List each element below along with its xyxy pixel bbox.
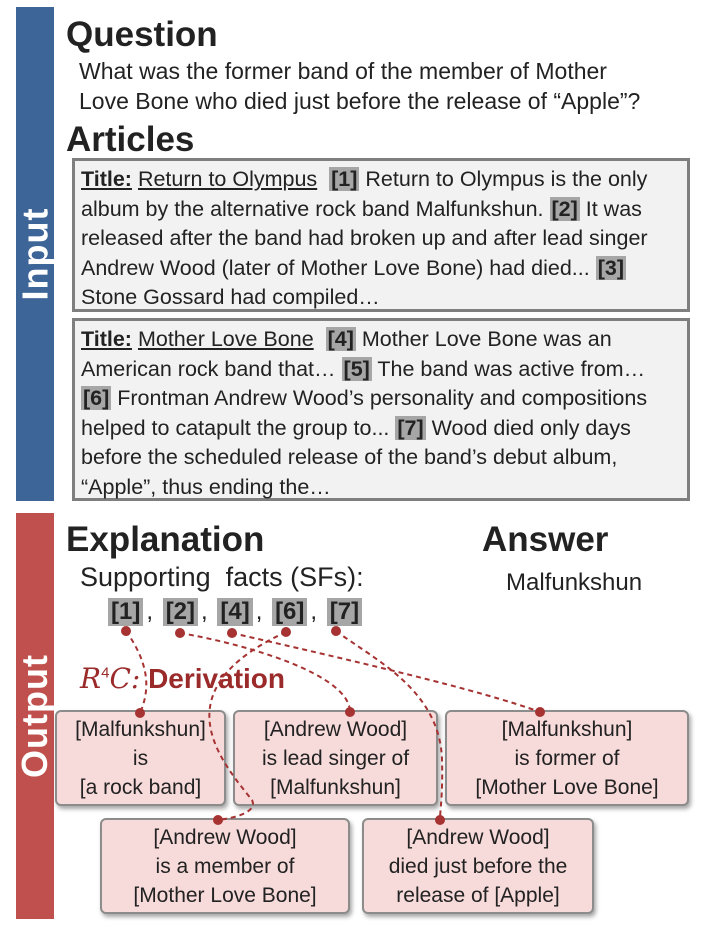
- article-title: Mother Love Bone: [137, 327, 314, 351]
- article-mother-love-bone: Title: Mother Love Bone [4] Mother Love …: [72, 318, 690, 501]
- node-line: is former of: [514, 746, 620, 770]
- sentence-text: Wood died only days before the scheduled…: [81, 415, 631, 499]
- sentence-ref: [1]: [329, 167, 360, 191]
- link-endpoint: [213, 815, 223, 825]
- link-endpoint: [331, 626, 341, 636]
- question-heading: Question: [66, 15, 218, 54]
- node-line: is lead singer of: [261, 746, 410, 770]
- link-endpoint: [435, 815, 445, 825]
- output-section-label: Output: [14, 513, 55, 919]
- sentence-text: Stone Gossard had compiled…: [81, 285, 380, 310]
- node-line: [Andrew Wood]: [406, 825, 550, 849]
- sentence-text: Mother Love Bone was an American rock ba…: [81, 327, 612, 381]
- answer-heading: Answer: [482, 520, 609, 559]
- r4c-suffix: C:: [109, 662, 141, 695]
- sentence-text: It was released after the band had broke…: [81, 196, 648, 280]
- r4c-sup: 4: [101, 664, 110, 682]
- node-line: died just before the: [388, 854, 568, 878]
- sf-tag-6: [6]: [272, 598, 308, 626]
- node-line: [Mother Love Bone]: [133, 883, 317, 907]
- article-title-prefix: Title:: [81, 327, 132, 351]
- sf-tag-2: [2]: [162, 598, 199, 626]
- node-line: release of [Apple]: [396, 883, 560, 907]
- sf-tag-1: [1]: [108, 598, 144, 626]
- sentence-text: The band was active from…: [377, 356, 646, 381]
- link-sf1-node0: [125, 630, 148, 714]
- link-endpoint: [135, 708, 145, 718]
- sentence-text: Frontman Andrew Wood’s personality and c…: [81, 386, 648, 440]
- explanation-heading: Explanation: [66, 520, 265, 559]
- node-line: [Malfunkshun]: [75, 717, 206, 741]
- link-endpoint: [535, 707, 545, 717]
- derivation-node-wood-member: [Andrew Wood] is a member of [Mother Lov…: [100, 818, 350, 914]
- sentence-text: Return to Olympus is the only album by t…: [81, 167, 648, 221]
- link-sf7-node4: [335, 630, 444, 821]
- question-text: What was the former band of the member o…: [79, 56, 640, 116]
- node-line: [Malfunkshun]: [501, 717, 633, 741]
- question-line-2: Love Bone who died just before the relea…: [79, 88, 641, 114]
- articles-heading: Articles: [66, 120, 195, 159]
- link-endpoint: [121, 626, 131, 636]
- derivation-node-wood-lead-singer: [Andrew Wood] is lead singer of [Malfunk…: [233, 710, 438, 806]
- sentence-ref: [7]: [395, 415, 426, 440]
- sf-tag-7: [7]: [326, 598, 363, 626]
- sf-tag-4: [4]: [217, 598, 253, 626]
- derivation-node-malfunkshun-rock-band: [Malfunkshun] is [a rock band]: [55, 710, 226, 806]
- answer-value: Malfunkshun: [506, 569, 643, 596]
- article-title: Return to Olympus: [137, 167, 318, 191]
- sentence-ref: [2]: [549, 196, 580, 221]
- article-return-to-olympus: Title: Return to Olympus [1] Return to O…: [72, 158, 690, 312]
- node-line: is a member of: [155, 854, 295, 878]
- supporting-facts-label: Supporting facts (SFs):: [80, 562, 364, 592]
- sentence-ref: [3]: [595, 255, 626, 280]
- question-line-1: What was the former band of the member o…: [79, 58, 607, 84]
- input-section-label: Input: [14, 7, 55, 501]
- sentence-ref: [4]: [325, 327, 356, 351]
- link-sf4-node2: [231, 632, 541, 713]
- link-endpoint: [175, 628, 185, 638]
- derivation-node-wood-died: [Andrew Wood] died just before the relea…: [362, 818, 594, 914]
- link-endpoint: [227, 628, 237, 638]
- link-sf6-node3: [208, 631, 287, 821]
- node-line: [Andrew Wood]: [263, 717, 408, 741]
- derivation-node-malfunkshun-former: [Malfunkshun] is former of [Mother Love …: [445, 710, 689, 806]
- link-sf2-node1: [179, 632, 351, 713]
- article-title-prefix: Title:: [81, 167, 132, 191]
- link-endpoint: [345, 707, 355, 717]
- node-line: [Andrew Wood]: [153, 825, 297, 849]
- sentence-ref: [6]: [81, 386, 112, 411]
- node-line: [Malfunkshun]: [270, 775, 401, 799]
- r4c-prefix: R: [80, 662, 102, 695]
- sentence-ref: [5]: [341, 356, 372, 381]
- node-line: is: [132, 746, 149, 770]
- node-line: [Mother Love Bone]: [475, 775, 659, 799]
- node-line: [a rock band]: [79, 775, 202, 799]
- link-endpoint: [281, 627, 291, 637]
- supporting-facts-list: [1], [2], [4], [6], [7]: [108, 598, 363, 626]
